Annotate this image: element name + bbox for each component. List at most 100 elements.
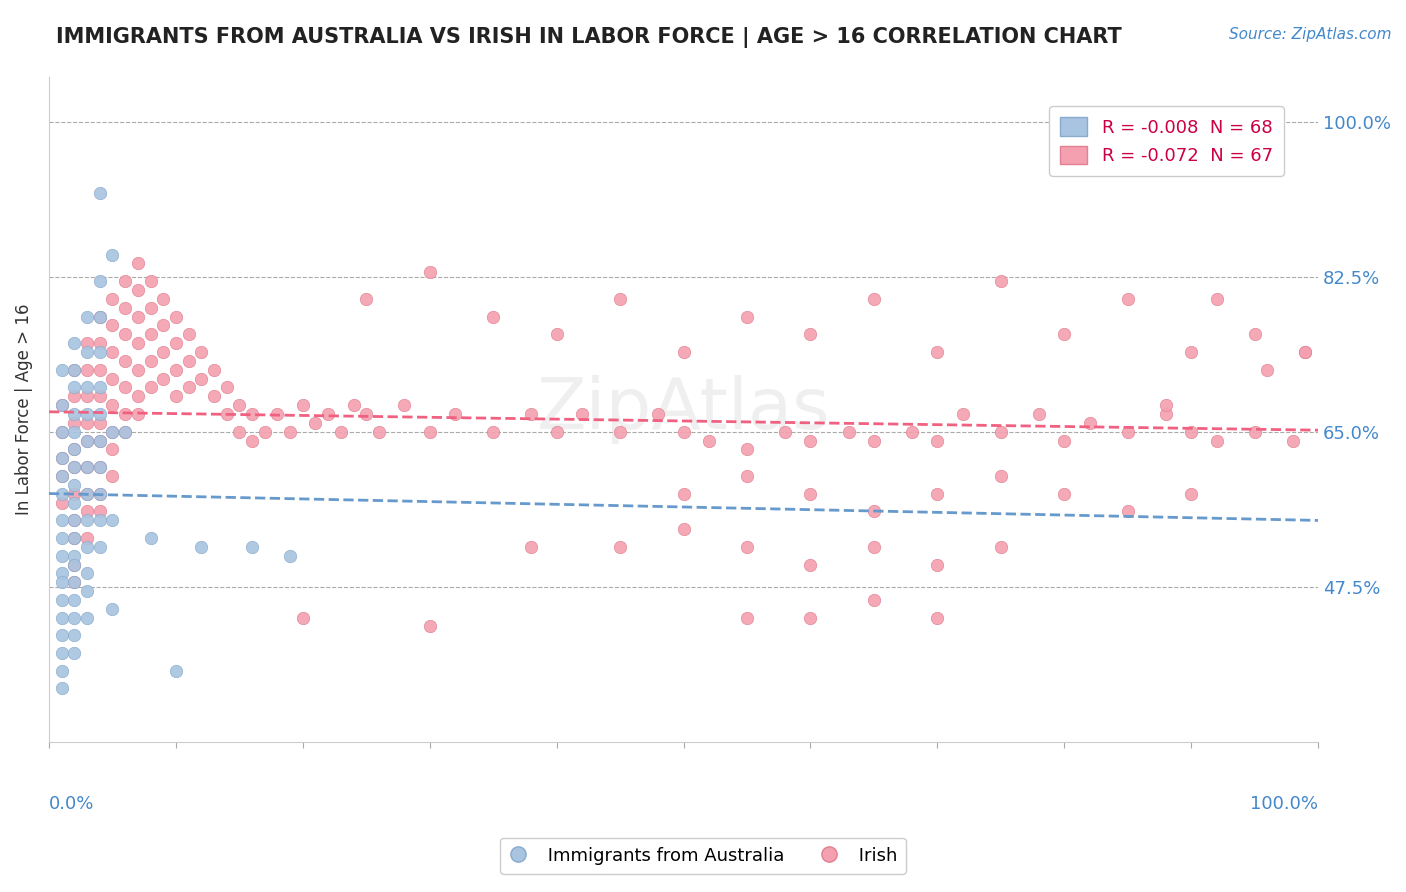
Point: [76, 540, 98, 554]
Point: [114, 301, 136, 315]
Point: [863, 434, 886, 448]
Point: [1053, 486, 1076, 500]
Point: [546, 327, 568, 342]
Point: [368, 425, 391, 439]
Point: [990, 425, 1012, 439]
Point: [89, 513, 111, 527]
Point: [165, 664, 187, 678]
Point: [51, 681, 73, 696]
Point: [1078, 416, 1101, 430]
Point: [114, 380, 136, 394]
Point: [63, 495, 86, 509]
Point: [89, 310, 111, 324]
Point: [1294, 345, 1316, 359]
Point: [63, 442, 86, 457]
Point: [51, 486, 73, 500]
Point: [1281, 434, 1303, 448]
Point: [152, 318, 174, 333]
Point: [1053, 327, 1076, 342]
Point: [571, 407, 593, 421]
Point: [799, 327, 821, 342]
Point: [697, 434, 720, 448]
Point: [228, 398, 250, 412]
Point: [76, 434, 98, 448]
Point: [51, 664, 73, 678]
Point: [51, 610, 73, 624]
Point: [63, 531, 86, 545]
Point: [799, 486, 821, 500]
Point: [177, 354, 200, 368]
Point: [419, 619, 441, 633]
Point: [51, 451, 73, 466]
Point: [177, 327, 200, 342]
Legend: R = -0.008  N = 68, R = -0.072  N = 67: R = -0.008 N = 68, R = -0.072 N = 67: [1049, 106, 1284, 176]
Point: [76, 345, 98, 359]
Point: [101, 247, 124, 261]
Point: [927, 610, 949, 624]
Point: [520, 540, 543, 554]
Point: [63, 416, 86, 430]
Point: [63, 442, 86, 457]
Point: [1180, 486, 1202, 500]
Point: [240, 407, 263, 421]
Point: [76, 336, 98, 351]
Point: [482, 425, 505, 439]
Point: [342, 398, 364, 412]
Point: [51, 425, 73, 439]
Point: [51, 451, 73, 466]
Point: [89, 486, 111, 500]
Point: [202, 389, 225, 403]
Point: [1205, 292, 1227, 306]
Point: [672, 486, 695, 500]
Point: [63, 425, 86, 439]
Point: [329, 425, 352, 439]
Y-axis label: In Labor Force | Age > 16: In Labor Force | Age > 16: [15, 304, 32, 516]
Point: [127, 256, 149, 270]
Point: [139, 301, 162, 315]
Legend:  Immigrants from Australia,  Irish: Immigrants from Australia, Irish: [501, 838, 905, 874]
Point: [89, 345, 111, 359]
Point: [89, 434, 111, 448]
Point: [63, 336, 86, 351]
Text: ZipAtlas: ZipAtlas: [537, 375, 831, 444]
Point: [89, 186, 111, 200]
Point: [139, 380, 162, 394]
Point: [253, 425, 276, 439]
Point: [76, 486, 98, 500]
Point: [1243, 425, 1265, 439]
Point: [291, 610, 314, 624]
Point: [304, 416, 326, 430]
Point: [165, 336, 187, 351]
Point: [1154, 398, 1177, 412]
Point: [89, 389, 111, 403]
Point: [51, 531, 73, 545]
Point: [101, 318, 124, 333]
Point: [63, 460, 86, 475]
Point: [63, 610, 86, 624]
Point: [51, 362, 73, 376]
Point: [114, 274, 136, 288]
Point: [101, 398, 124, 412]
Point: [215, 380, 238, 394]
Point: [419, 265, 441, 279]
Point: [165, 362, 187, 376]
Text: 100.0%: 100.0%: [1250, 795, 1319, 813]
Point: [647, 407, 669, 421]
Point: [89, 407, 111, 421]
Point: [863, 540, 886, 554]
Point: [1154, 407, 1177, 421]
Point: [101, 345, 124, 359]
Point: [76, 513, 98, 527]
Text: IMMIGRANTS FROM AUSTRALIA VS IRISH IN LABOR FORCE | AGE > 16 CORRELATION CHART: IMMIGRANTS FROM AUSTRALIA VS IRISH IN LA…: [56, 27, 1122, 48]
Point: [190, 540, 212, 554]
Point: [63, 362, 86, 376]
Point: [63, 362, 86, 376]
Point: [76, 362, 98, 376]
Point: [1116, 504, 1139, 518]
Point: [735, 310, 758, 324]
Point: [152, 345, 174, 359]
Point: [63, 575, 86, 590]
Point: [990, 469, 1012, 483]
Point: [89, 380, 111, 394]
Point: [63, 477, 86, 491]
